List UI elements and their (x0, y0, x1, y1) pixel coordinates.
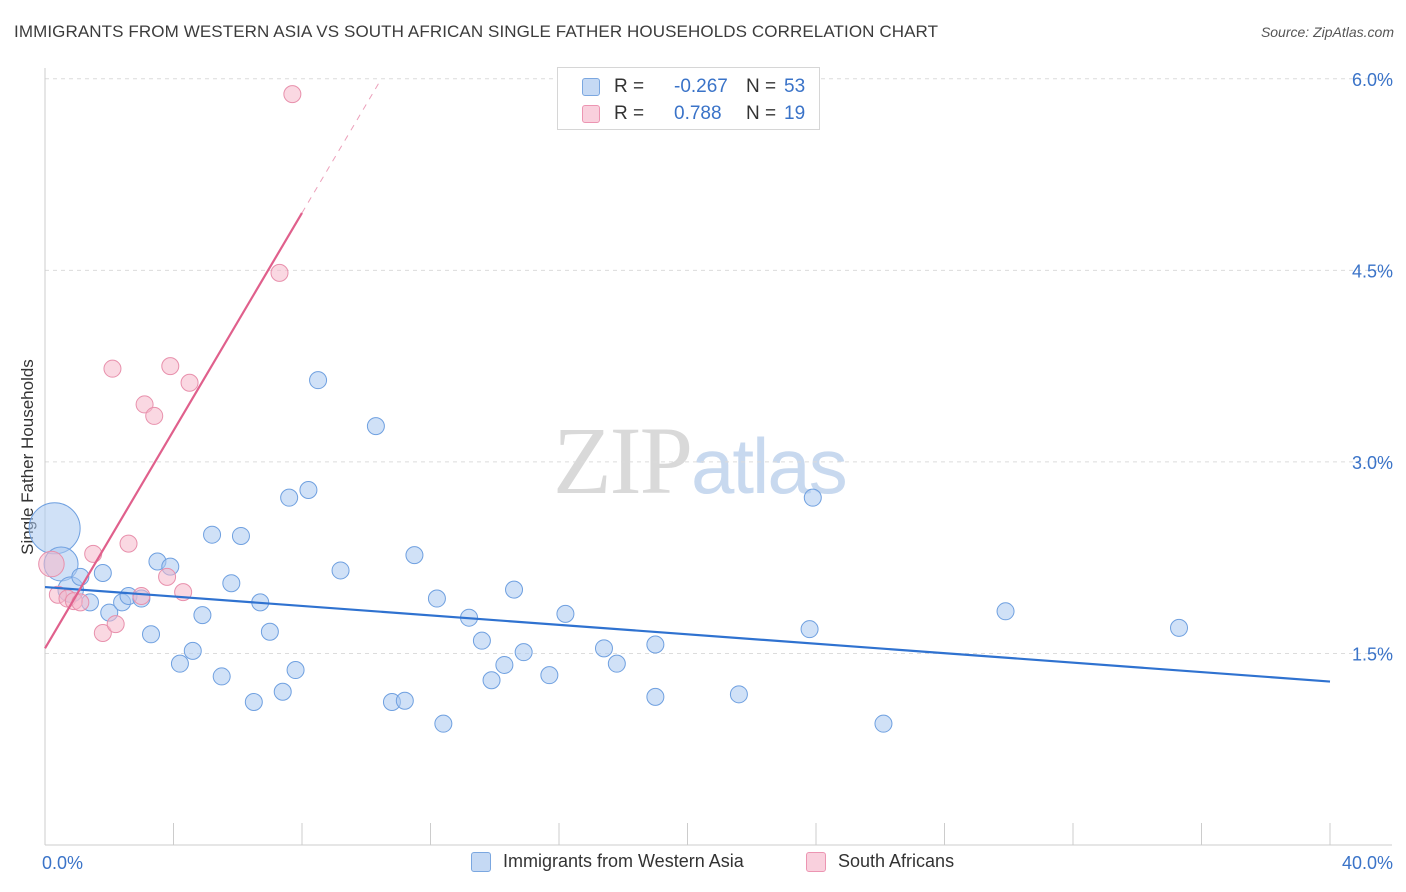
legend-swatch-south-africans (582, 105, 600, 123)
western-asia-point (1170, 618, 1189, 637)
western-asia-point (183, 641, 202, 660)
western-asia-point (505, 580, 524, 599)
legend-swatch-south-africans (806, 851, 826, 872)
western-asia-point (231, 526, 250, 545)
western-asia-point (366, 417, 385, 436)
western-asia-point (260, 622, 279, 641)
south-africans-point (145, 406, 164, 425)
r-label: R = (614, 76, 645, 97)
western-asia-point (540, 666, 559, 685)
watermark: ZIPatlas (553, 405, 848, 516)
series-legend: Immigrants from Western Asia South Afric… (0, 851, 1406, 877)
r-value: -0.267 (674, 76, 728, 97)
south-africans-point (106, 615, 125, 634)
n-label: N = (746, 103, 777, 124)
south-africans-point (283, 85, 302, 104)
watermark-zip: ZIP (553, 407, 693, 514)
western-asia-point (405, 546, 424, 565)
western-asia-point (800, 620, 819, 639)
source-note: Source: ZipAtlas.com (1260, 24, 1394, 40)
y-tick-label: 1.5% (1352, 644, 1393, 664)
western-asia-point (514, 643, 533, 662)
western-asia-point (556, 604, 575, 623)
chart-title: IMMIGRANTS FROM WESTERN ASIA VS SOUTH AF… (14, 22, 939, 41)
western-asia-point (280, 488, 299, 507)
y-tick-label: 6.0% (1352, 70, 1393, 90)
south-africans-point (135, 395, 154, 414)
south-africans-point (38, 550, 65, 578)
south-africans-trendline-extension (301, 82, 380, 214)
r-label: R = (614, 103, 645, 124)
south-africans-point (93, 624, 112, 643)
n-label: N = (746, 76, 777, 97)
n-value: 53 (784, 76, 806, 97)
stats-row-western-asia: R = -0.267 N = 53 (582, 74, 805, 100)
south-africans-point (158, 567, 177, 586)
western-asia-point (299, 480, 318, 499)
western-asia-point (874, 714, 893, 733)
y-tick-label: 4.5% (1352, 261, 1393, 281)
western-asia-trendline (44, 585, 1331, 683)
south-africans-point (180, 373, 199, 392)
south-africans-point (270, 263, 289, 282)
western-asia-point (193, 606, 212, 625)
south-africans-point (84, 544, 103, 563)
n-value: 19 (784, 103, 806, 124)
western-asia-point (244, 692, 263, 711)
western-asia-point (482, 671, 501, 690)
western-asia-point (594, 639, 613, 658)
western-asia-point (996, 602, 1015, 621)
legend-item-western-asia[interactable]: Immigrants from Western Asia (471, 851, 744, 872)
western-asia-point (434, 714, 453, 733)
western-asia-point (395, 691, 414, 710)
western-asia-point (212, 667, 231, 686)
western-asia-point (646, 687, 665, 706)
x-tick-label: 0.0% (42, 853, 83, 873)
r-value: 0.788 (674, 103, 722, 124)
south-africans-point (119, 534, 138, 553)
south-africans-point (103, 359, 122, 378)
western-asia-point (28, 502, 81, 555)
south-africans-trendline (44, 212, 303, 649)
western-asia-point (93, 563, 112, 582)
legend-item-south-africans[interactable]: South Africans (806, 851, 954, 872)
western-asia-point (286, 661, 305, 680)
western-asia-point (729, 685, 748, 704)
legend-swatch-western-asia (471, 851, 491, 872)
south-africans-point (132, 586, 151, 605)
x-tick-label: 40.0% (1342, 853, 1393, 873)
western-asia-point (495, 655, 514, 674)
legend-swatch-western-asia (582, 78, 600, 96)
western-asia-point (309, 371, 328, 390)
western-asia-point (472, 631, 491, 650)
western-asia-point (203, 525, 222, 544)
watermark-atlas: atlas (691, 422, 848, 510)
stats-legend: R = -0.267 N = 53 R = 0.788 N = 19 (557, 67, 820, 130)
western-asia-point (646, 635, 665, 654)
western-asia-point (607, 654, 626, 673)
western-asia-point (273, 682, 292, 701)
western-asia-point (803, 488, 822, 507)
western-asia-point (331, 561, 350, 580)
western-asia-point (170, 654, 189, 673)
y-tick-label: 3.0% (1352, 453, 1393, 473)
western-asia-point (142, 625, 161, 644)
legend-label: South Africans (838, 851, 955, 871)
legend-label: Immigrants from Western Asia (503, 851, 744, 871)
stats-row-south-africans: R = 0.788 N = 19 (582, 101, 805, 127)
western-asia-point (427, 589, 446, 608)
south-africans-point (161, 357, 180, 376)
western-asia-point (222, 574, 241, 593)
